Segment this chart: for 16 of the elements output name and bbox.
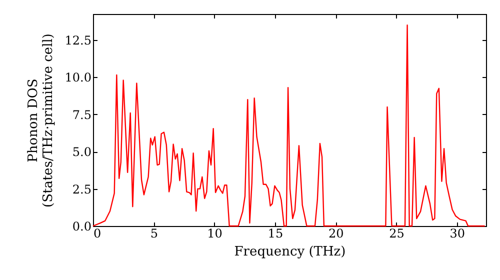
x-tick-label: 15 bbox=[268, 226, 284, 240]
x-tick-label: 5 bbox=[150, 226, 158, 240]
x-tick-label: 30 bbox=[450, 226, 466, 240]
y-tick-label: 0.0 bbox=[72, 220, 92, 234]
line-series bbox=[92, 24, 486, 227]
x-tick-label: 25 bbox=[389, 226, 404, 240]
y-tick-label: 7.5 bbox=[72, 108, 92, 122]
y-tick-label: 2.5 bbox=[72, 182, 92, 196]
y-axis-title: Phonon DOS (States/THz·primitive cell) bbox=[26, 33, 56, 208]
x-tick-label: 20 bbox=[328, 226, 344, 240]
y-tick-label: 10.0 bbox=[64, 70, 92, 85]
x-tick-label: 10 bbox=[207, 226, 222, 240]
y-tick-label: 12.5 bbox=[64, 34, 92, 48]
x-tick-label: 0 bbox=[94, 226, 102, 240]
x-axis-title: Frequency (THz) bbox=[234, 244, 346, 260]
y-tick-label: 5.0 bbox=[72, 145, 92, 160]
